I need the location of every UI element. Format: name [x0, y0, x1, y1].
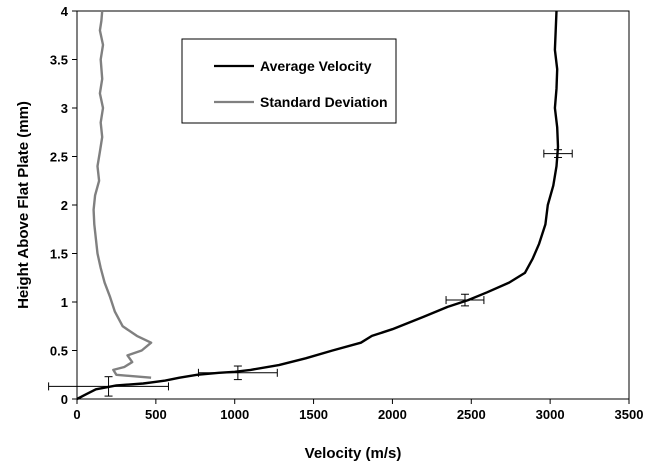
x-tick-label: 1000: [220, 407, 249, 422]
axis-ticks: 0 500 1000 1500 2000 2500 3000 3500 0 0.5 1 1.5 2 2.5…: [50, 4, 644, 422]
y-tick-label: 0: [61, 392, 68, 407]
y-tick-label: 0.5: [50, 344, 68, 359]
y-tick-label: 3: [61, 101, 68, 116]
legend: Average Velocity Standard Deviation: [181, 38, 397, 124]
y-tick-label: 3.5: [50, 53, 68, 68]
y-tick-label: 2: [61, 198, 68, 213]
x-tick-label: 3000: [536, 407, 565, 422]
y-tick-label: 4: [61, 4, 69, 19]
x-tick-label: 2500: [457, 407, 486, 422]
y-tick-label: 2.5: [50, 150, 68, 165]
error-bar: [543, 149, 573, 158]
x-tick-label: 500: [145, 407, 167, 422]
error-bar: [48, 376, 169, 397]
y-axis-title: Height Above Flat Plate (mm): [15, 101, 32, 309]
x-tick-label: 2000: [378, 407, 407, 422]
legend-label-average-velocity: Average Velocity: [260, 58, 372, 74]
legend-label-standard-deviation: Standard Deviation: [260, 94, 388, 110]
x-tick-label: 1500: [299, 407, 328, 422]
error-bars: [48, 149, 573, 397]
y-tick-label: 1: [61, 295, 68, 310]
standard-deviation-line: [92, 10, 153, 379]
error-bar: [197, 365, 278, 381]
y-tick-label: 1.5: [50, 247, 68, 262]
series-layer: [76, 10, 560, 401]
x-axis-title: Velocity (m/s): [305, 445, 402, 462]
x-tick-label: 3500: [615, 407, 644, 422]
legend-box: [181, 38, 397, 124]
average-velocity-line: [76, 10, 560, 401]
error-bar: [445, 293, 485, 307]
x-tick-label: 0: [73, 407, 80, 422]
